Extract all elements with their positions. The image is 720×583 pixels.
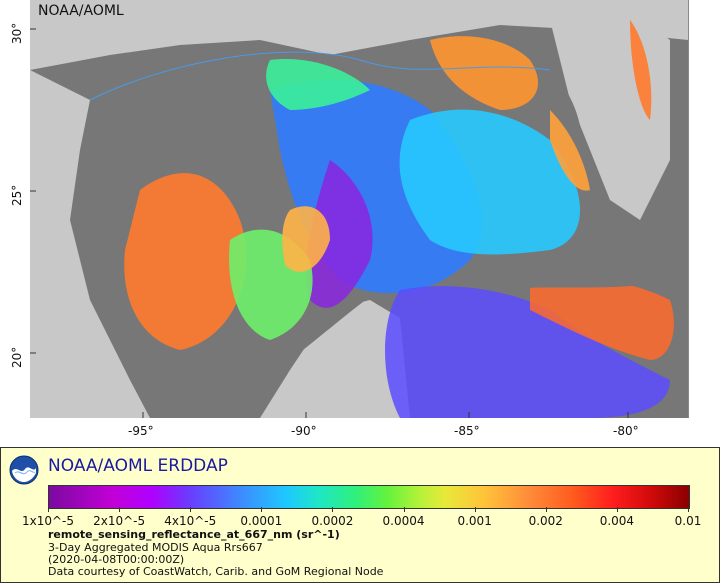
data-patch-purple: [306, 160, 373, 308]
colorbar-tick-mark: [403, 507, 405, 512]
data-patch-florida-east: [630, 20, 652, 120]
data-patch-orange-west: [124, 173, 247, 350]
colorbar-tick-mark: [261, 507, 263, 512]
colorbar-tick-mark: [332, 507, 334, 512]
colorbar-tick-label: 0.0001: [240, 514, 283, 528]
lat-label-25: 25°: [10, 184, 24, 206]
colorbar-tick-label: 0.01: [674, 514, 702, 528]
colorbar-tick-mark: [119, 507, 121, 512]
colorbar-tick-label: 4x10^-5: [164, 514, 217, 528]
data-patch-florida-west: [550, 110, 590, 191]
lon-label-90: -90°: [291, 424, 317, 438]
legend-title: NOAA/AOML ERDDAP: [48, 456, 228, 476]
lon-label-80: -80°: [613, 424, 639, 438]
colorbar-tick-label: 1x10^-5: [21, 514, 75, 528]
lon-label-95: -95°: [128, 424, 154, 438]
colorbar-tick-mark: [688, 507, 689, 512]
central-america-land: [260, 300, 410, 418]
coastline-north: [89, 51, 551, 101]
colorbar-tick-mark: [190, 507, 192, 512]
info-line-3: Data courtesy of CoastWatch, Carib. and …: [48, 565, 384, 578]
colorbar: [48, 485, 690, 509]
data-patch-cyan: [399, 109, 580, 255]
data-patch-cuba-south: [530, 276, 674, 360]
map-title: NOAA/AOML: [38, 3, 124, 19]
info-line-1: 3-Day Aggregated MODIS Aqua Rrs667: [48, 541, 263, 554]
colorbar-tick-label: 0.0004: [382, 514, 425, 528]
colorbar-tick-label: 0.004: [599, 514, 635, 528]
colorbar-tick-label: 2x10^-5: [93, 514, 146, 528]
noaa-logo-icon: [9, 455, 39, 485]
legend-panel: NOAA/AOML ERDDAP 1x10^-5 2x10^-5 4x10^-5 0.…: [0, 447, 720, 583]
colorbar-tick-mark: [474, 507, 476, 512]
data-patch-caribbean: [385, 286, 670, 418]
data-patch-yellow: [282, 206, 330, 272]
gulf-of-mexico-map: [30, 0, 688, 418]
north-land: [30, 0, 688, 70]
lat-label-20: 20°: [10, 346, 24, 368]
cuba-land: [470, 260, 659, 290]
lat-label-30: 30°: [10, 22, 24, 44]
info-line-2: (2020-04-08T00:00:00Z): [48, 553, 185, 566]
map-panel[interactable]: NOAA/AOML: [30, 0, 689, 418]
data-patch-green-north: [266, 59, 370, 110]
colorbar-tick-mark: [616, 507, 618, 512]
colorbar-tick-label: 0.002: [528, 514, 563, 528]
data-patch-orange-north: [430, 36, 539, 110]
colorbar-tick-label: 0.0002: [311, 514, 354, 528]
variable-name: remote_sensing_reflectance_at_667_nm (sr…: [48, 528, 340, 541]
colorbar-tick-mark: [48, 507, 49, 512]
colorbar-tick-mark: [545, 507, 547, 512]
mexico-land: [30, 70, 150, 418]
colorbar-tick-label: 0.001: [457, 514, 492, 528]
lon-label-85: -85°: [454, 424, 480, 438]
graticule-ticks: [30, 28, 629, 418]
